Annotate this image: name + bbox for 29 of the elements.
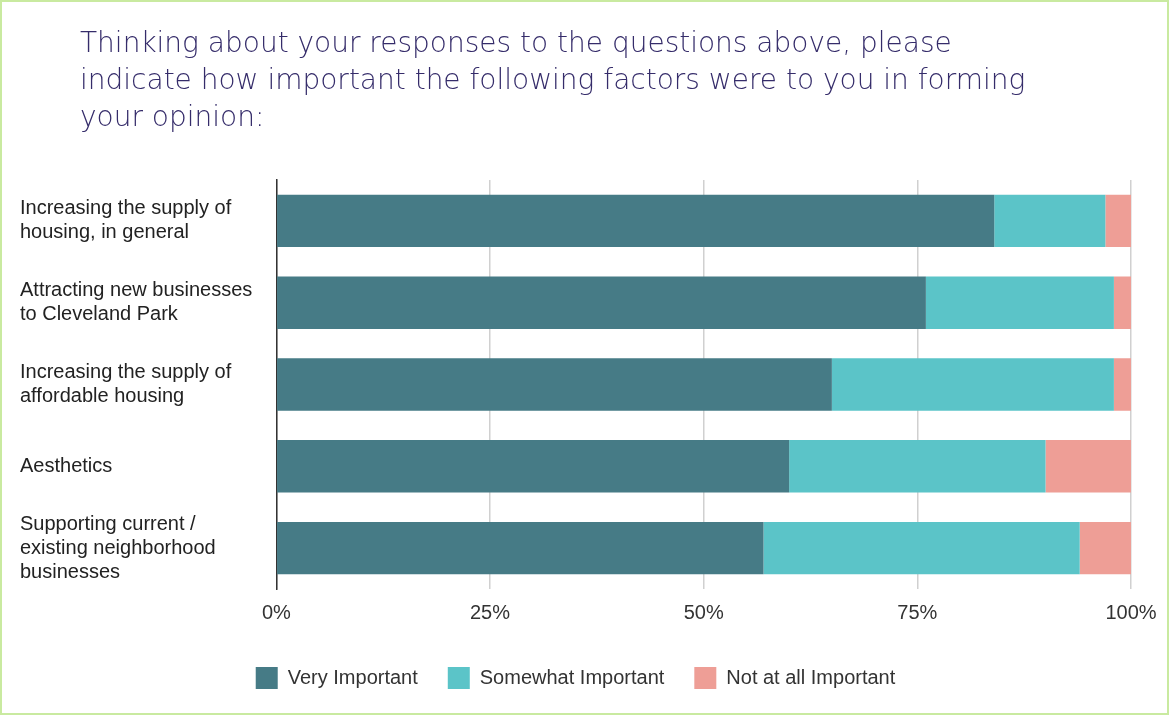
chart-title: Thinking about your responses to the questions above, please indicate how important the following factors were to you in forming your opinion: (80, 25, 1027, 135)
bar (925, 276, 1114, 329)
bar (1045, 440, 1131, 493)
y-tick-label: Increasing the supply of housing, in general (20, 196, 232, 243)
bar (789, 440, 1046, 493)
bar (277, 276, 926, 329)
bar (994, 194, 1106, 248)
bar (277, 194, 995, 248)
y-tick-label: Aesthetics (20, 453, 113, 476)
bar (763, 521, 1080, 575)
bar (277, 521, 764, 575)
x-tick-label: 100% (1105, 600, 1157, 623)
y-tick-label: Supporting current / existing neighborhood businesses (20, 511, 216, 582)
x-tick-label: 50% (683, 600, 724, 623)
x-tick-label: 25% (469, 600, 511, 623)
y-tick-label: Attracting new businesses to Cleveland Park (20, 278, 253, 325)
legend-label: Very Important (287, 665, 419, 688)
bar (1113, 358, 1131, 411)
bar (831, 358, 1114, 411)
bar (1105, 194, 1131, 248)
x-tick-label: 75% (897, 600, 938, 623)
y-tick-label: Increasing the supply of affordable housing (20, 360, 232, 407)
bar (277, 358, 832, 411)
x-tick-label: 0% (261, 600, 292, 623)
bar (1079, 521, 1131, 575)
legend-label: Somewhat Important (479, 665, 665, 688)
legend-label: Not at all Important (726, 665, 896, 688)
bar (277, 440, 790, 493)
bar (1113, 276, 1131, 329)
